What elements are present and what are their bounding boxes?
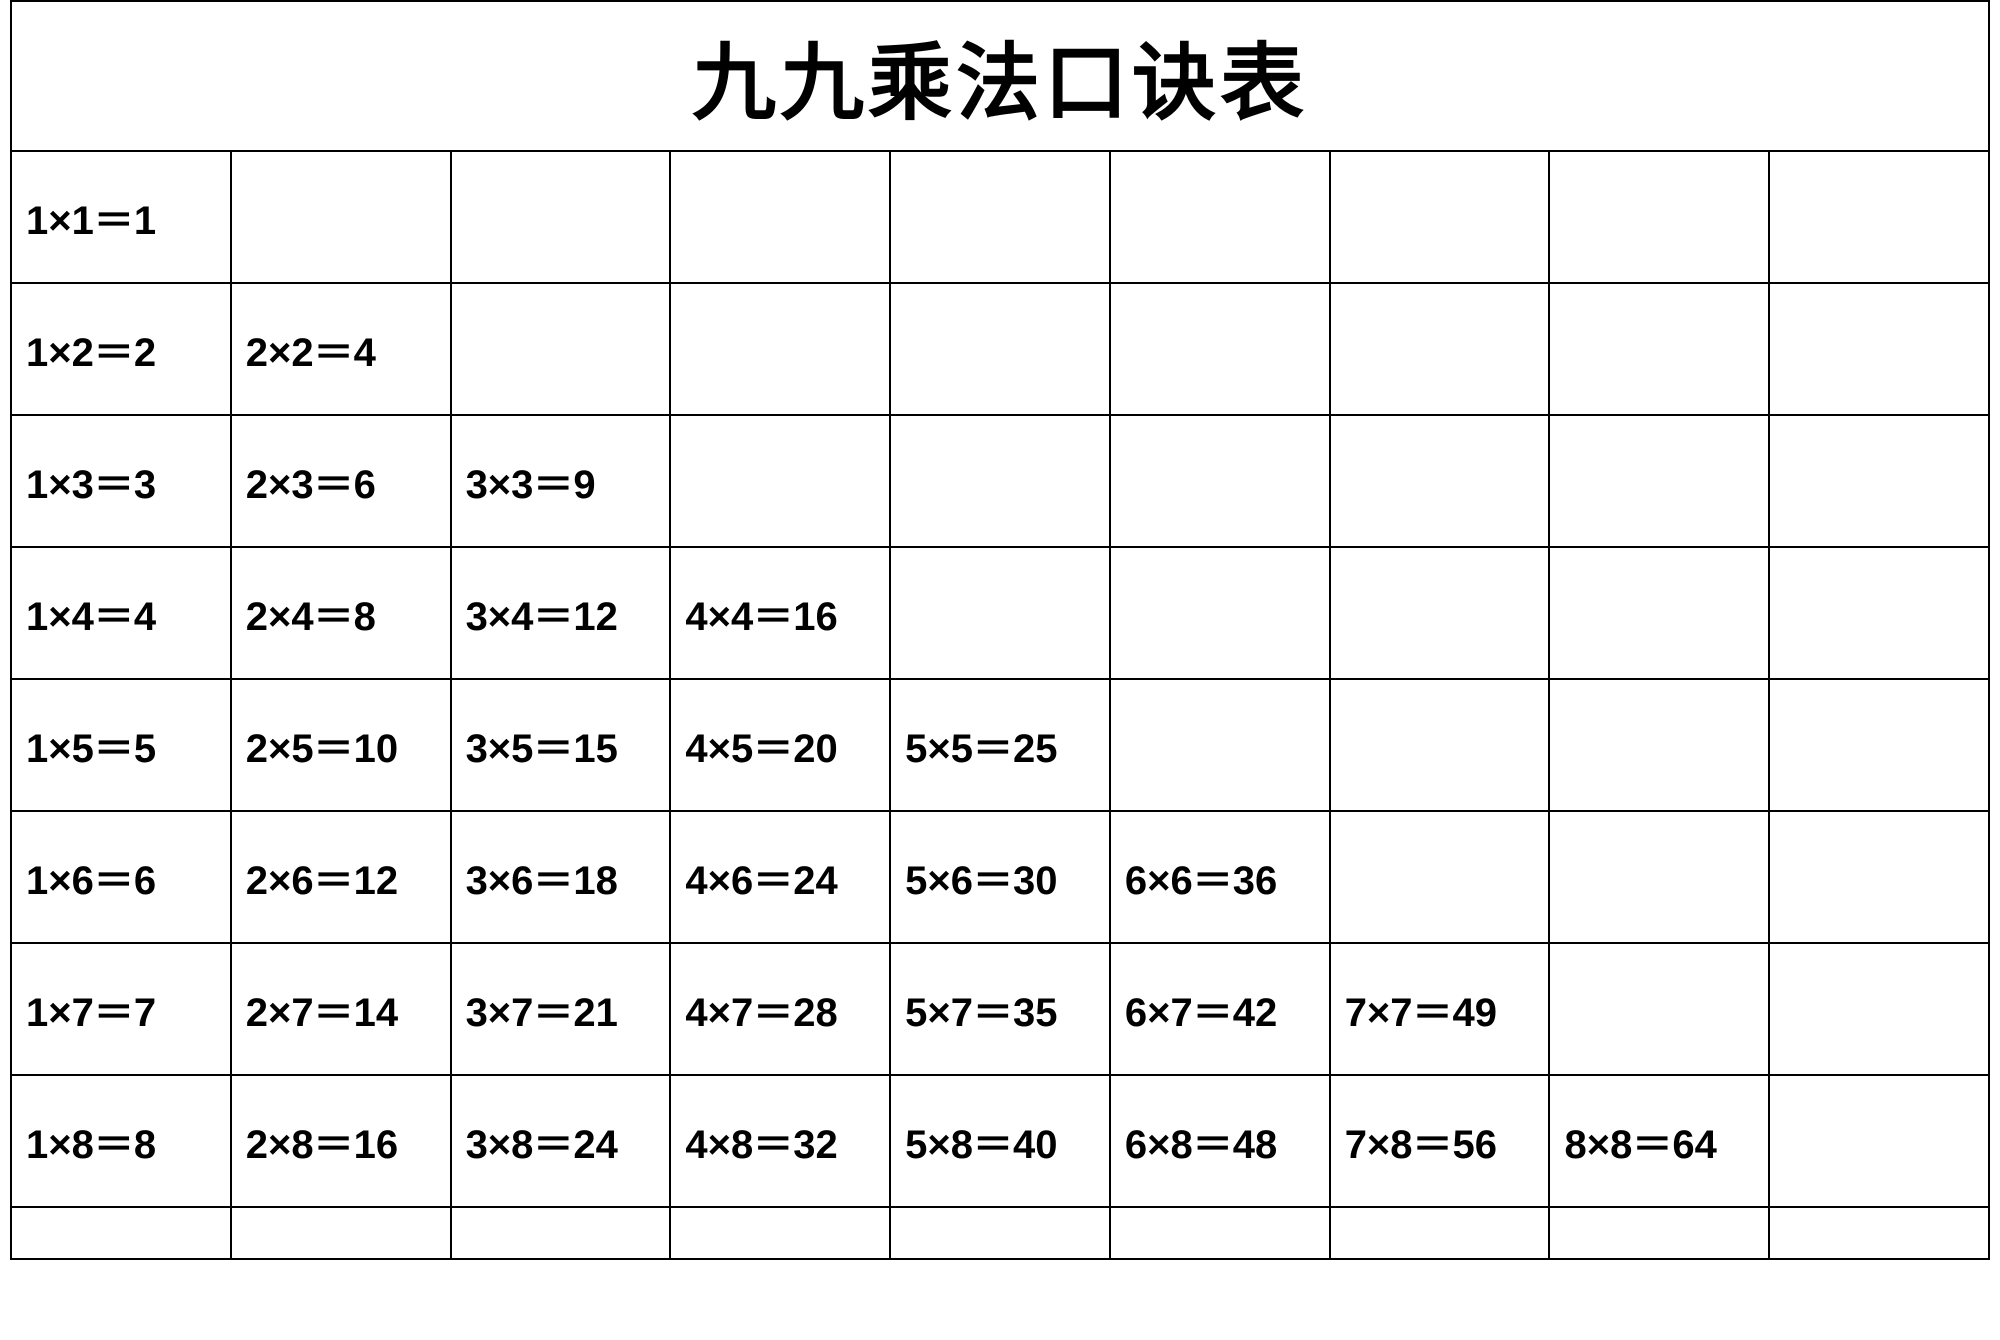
table-cell	[671, 284, 891, 414]
table-cell: 2×8＝16	[232, 1076, 452, 1206]
table-cell: 1×3＝3	[12, 416, 232, 546]
table-cell	[891, 1208, 1111, 1258]
table-cell	[1550, 152, 1770, 282]
table-title: 九九乘法口诀表	[692, 16, 1308, 137]
table-cell	[891, 416, 1111, 546]
table-cell: 4×6＝24	[671, 812, 891, 942]
table-row: 1×1＝1	[12, 152, 1988, 284]
table-row: 1×6＝6 2×6＝12 3×6＝18 4×6＝24 5×6＝30 6×6＝36	[12, 812, 1988, 944]
table-cell	[1770, 416, 1988, 546]
table-cell: 3×6＝18	[452, 812, 672, 942]
table-row	[12, 1208, 1988, 1258]
table-cell	[1331, 548, 1551, 678]
multiplication-table: 九九乘法口诀表 1×1＝1 1×2＝2 2×2＝4 1×3＝3 2×	[10, 0, 1990, 1260]
table-row: 1×5＝5 2×5＝10 3×5＝15 4×5＝20 5×5＝25	[12, 680, 1988, 812]
table-cell	[1331, 680, 1551, 810]
table-cell: 5×8＝40	[891, 1076, 1111, 1206]
table-cell: 2×4＝8	[232, 548, 452, 678]
table-cell	[1331, 152, 1551, 282]
table-row: 1×2＝2 2×2＝4	[12, 284, 1988, 416]
table-cell	[232, 1208, 452, 1258]
table-cell	[891, 152, 1111, 282]
table-cell: 2×7＝14	[232, 944, 452, 1074]
table-cell	[1770, 548, 1988, 678]
table-cell: 1×4＝4	[12, 548, 232, 678]
table-cell	[1550, 812, 1770, 942]
table-cell	[1770, 284, 1988, 414]
table-cell: 3×3＝9	[452, 416, 672, 546]
table-cell: 1×1＝1	[12, 152, 232, 282]
table-cell: 6×6＝36	[1111, 812, 1331, 942]
table-cell: 5×6＝30	[891, 812, 1111, 942]
table-cell	[671, 416, 891, 546]
table-cell: 2×6＝12	[232, 812, 452, 942]
table-cell: 1×2＝2	[12, 284, 232, 414]
table-cell	[1331, 812, 1551, 942]
table-cell	[1111, 1208, 1331, 1258]
table-cell	[1550, 284, 1770, 414]
table-cell	[1111, 284, 1331, 414]
table-cell: 3×4＝12	[452, 548, 672, 678]
table-row: 1×8＝8 2×8＝16 3×8＝24 4×8＝32 5×8＝40 6×8＝48…	[12, 1076, 1988, 1208]
table-cell: 7×7＝49	[1331, 944, 1551, 1074]
table-cell: 1×5＝5	[12, 680, 232, 810]
table-row: 1×7＝7 2×7＝14 3×7＝21 4×7＝28 5×7＝35 6×7＝42…	[12, 944, 1988, 1076]
table-row: 1×3＝3 2×3＝6 3×3＝9	[12, 416, 1988, 548]
table-cell: 1×7＝7	[12, 944, 232, 1074]
table-cell: 6×7＝42	[1111, 944, 1331, 1074]
table-row: 1×4＝4 2×4＝8 3×4＝12 4×4＝16	[12, 548, 1988, 680]
table-cell	[1550, 944, 1770, 1074]
table-cell: 2×2＝4	[232, 284, 452, 414]
table-cell: 3×8＝24	[452, 1076, 672, 1206]
table-cell: 3×5＝15	[452, 680, 672, 810]
table-cell	[12, 1208, 232, 1258]
table-cell: 4×4＝16	[671, 548, 891, 678]
table-cell	[452, 1208, 672, 1258]
table-cell	[1111, 548, 1331, 678]
table-cell	[891, 284, 1111, 414]
table-cell	[1770, 1076, 1988, 1206]
table-cell	[1331, 284, 1551, 414]
table-cell	[232, 152, 452, 282]
table-cell	[1550, 1208, 1770, 1258]
table-cell: 4×7＝28	[671, 944, 891, 1074]
table-cell	[452, 284, 672, 414]
table-cell: 7×8＝56	[1331, 1076, 1551, 1206]
table-cell: 5×5＝25	[891, 680, 1111, 810]
title-row: 九九乘法口诀表	[12, 2, 1988, 152]
table-cell: 2×3＝6	[232, 416, 452, 546]
table-cell	[1550, 680, 1770, 810]
table-cell	[1770, 812, 1988, 942]
table-cell	[671, 1208, 891, 1258]
table-cell	[891, 548, 1111, 678]
table-body: 1×1＝1 1×2＝2 2×2＝4 1×3＝3 2×3＝6 3×3＝9	[12, 152, 1988, 1258]
table-cell: 3×7＝21	[452, 944, 672, 1074]
table-cell	[671, 152, 891, 282]
table-cell	[1111, 416, 1331, 546]
table-cell: 1×8＝8	[12, 1076, 232, 1206]
table-cell: 6×8＝48	[1111, 1076, 1331, 1206]
table-cell: 1×6＝6	[12, 812, 232, 942]
table-cell	[1111, 152, 1331, 282]
table-cell	[452, 152, 672, 282]
table-cell: 2×5＝10	[232, 680, 452, 810]
table-cell	[1770, 1208, 1988, 1258]
table-cell	[1331, 416, 1551, 546]
table-cell	[1550, 416, 1770, 546]
table-cell	[1111, 680, 1331, 810]
table-cell: 8×8＝64	[1550, 1076, 1770, 1206]
table-cell: 5×7＝35	[891, 944, 1111, 1074]
table-cell	[1331, 1208, 1551, 1258]
table-cell	[1770, 152, 1988, 282]
table-cell	[1770, 680, 1988, 810]
table-cell: 4×5＝20	[671, 680, 891, 810]
table-cell: 4×8＝32	[671, 1076, 891, 1206]
table-cell	[1550, 548, 1770, 678]
table-cell	[1770, 944, 1988, 1074]
